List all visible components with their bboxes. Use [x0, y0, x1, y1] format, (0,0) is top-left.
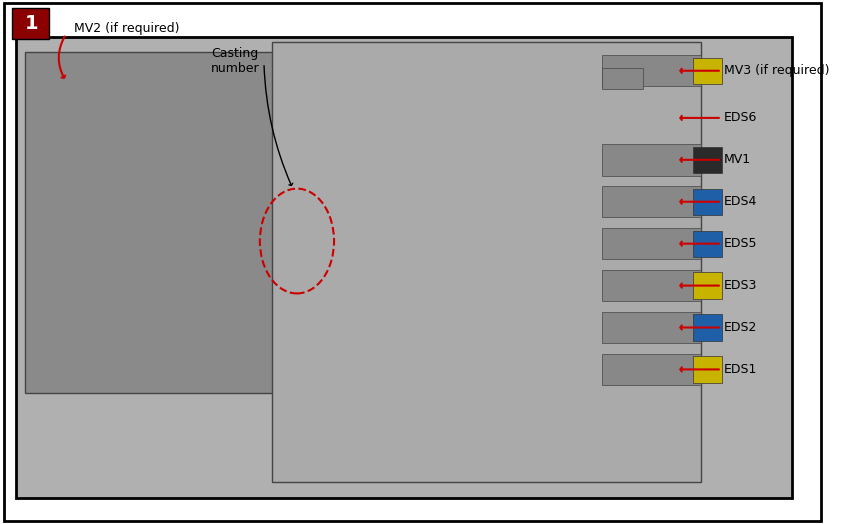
Text: 1: 1	[25, 14, 38, 33]
Text: EDS3: EDS3	[724, 279, 757, 292]
FancyBboxPatch shape	[602, 228, 701, 259]
Text: Casting
number: Casting number	[211, 47, 259, 75]
FancyBboxPatch shape	[602, 55, 701, 86]
FancyBboxPatch shape	[602, 186, 701, 217]
FancyBboxPatch shape	[602, 68, 643, 89]
FancyBboxPatch shape	[693, 189, 722, 215]
FancyBboxPatch shape	[25, 52, 314, 393]
FancyBboxPatch shape	[602, 270, 701, 301]
Text: EDS2: EDS2	[724, 321, 757, 334]
FancyBboxPatch shape	[693, 147, 722, 173]
Text: EDS1: EDS1	[724, 363, 757, 376]
FancyBboxPatch shape	[13, 8, 49, 39]
Text: EDS5: EDS5	[724, 237, 757, 250]
Text: EDS4: EDS4	[724, 195, 757, 208]
FancyBboxPatch shape	[602, 354, 701, 385]
FancyBboxPatch shape	[602, 312, 701, 343]
FancyBboxPatch shape	[693, 58, 722, 84]
Text: MV2 (if required): MV2 (if required)	[74, 23, 179, 35]
FancyBboxPatch shape	[272, 42, 701, 482]
FancyBboxPatch shape	[693, 272, 722, 299]
Text: MV3 (if required): MV3 (if required)	[724, 64, 830, 77]
Text: EDS6: EDS6	[724, 112, 757, 124]
Text: MV1: MV1	[724, 154, 751, 166]
FancyBboxPatch shape	[693, 231, 722, 257]
FancyBboxPatch shape	[602, 144, 701, 176]
FancyBboxPatch shape	[693, 314, 722, 341]
FancyBboxPatch shape	[16, 37, 792, 498]
FancyBboxPatch shape	[693, 356, 722, 383]
